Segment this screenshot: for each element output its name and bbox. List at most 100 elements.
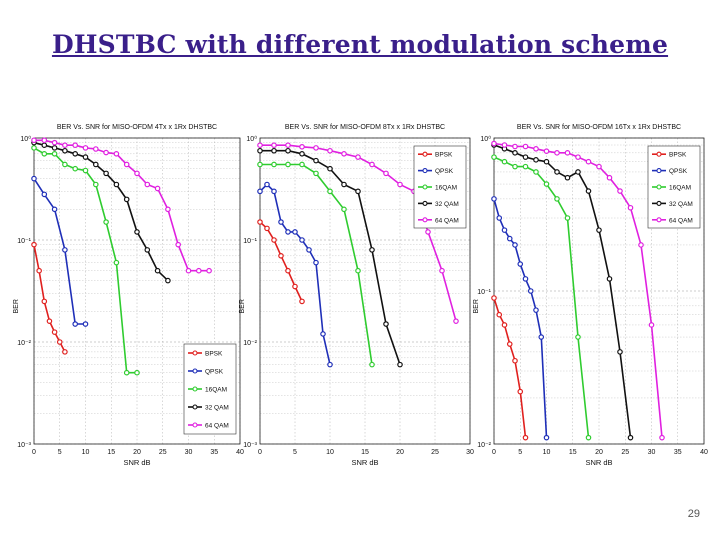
plot-frame (33, 137, 241, 445)
x-tick-label: 0 (32, 449, 36, 456)
legend-swatch-marker (422, 168, 428, 174)
y-tick-label: 10⁻¹ (17, 238, 31, 245)
x-axis-label: SNR dB (123, 458, 150, 467)
data-point (41, 137, 48, 144)
data-point (517, 388, 524, 395)
data-point (554, 196, 560, 202)
legend-swatch-marker (192, 422, 198, 428)
page-number: 29 (687, 508, 700, 520)
chart-title: BER Vs. SNR for MISO-OFDM 8Tx x 1Rx DHST… (285, 124, 445, 131)
data-point (533, 145, 539, 152)
legend-swatch-marker (422, 200, 428, 206)
data-point (606, 174, 613, 181)
data-point (369, 361, 375, 368)
legend-swatch-marker (192, 368, 198, 374)
chart-panel-4tx: BER Vs. SNR for MISO-OFDM 4Tx x 1Rx DHST… (8, 112, 244, 472)
data-point (31, 241, 37, 248)
data-point (355, 267, 361, 274)
data-point (62, 142, 68, 148)
x-axis-label: SNR dB (351, 458, 378, 467)
data-point (355, 154, 361, 160)
data-point (93, 146, 99, 152)
data-point (453, 318, 459, 324)
data-point (627, 204, 634, 211)
legend-entry: 64 QAM (435, 217, 459, 224)
data-point (341, 181, 347, 188)
data-point (543, 158, 550, 165)
data-point (299, 161, 305, 168)
data-point (501, 322, 508, 328)
data-point (617, 349, 623, 355)
data-point (206, 267, 212, 274)
data-point (278, 219, 284, 225)
legend-swatch-marker (656, 200, 662, 206)
x-tick-label: 10 (543, 449, 551, 456)
data-point (397, 361, 403, 368)
x-tick-label: 15 (107, 449, 115, 456)
data-point (103, 149, 109, 156)
data-point (496, 215, 503, 221)
data-point (397, 181, 403, 188)
x-axis-label: SNR dB (585, 458, 612, 467)
y-tick-label: 10⁻² (477, 442, 491, 449)
data-point (512, 242, 518, 248)
legend-entry: QPSK (669, 168, 688, 175)
x-tick-label: 0 (492, 449, 496, 456)
data-point (327, 165, 333, 172)
data-point (41, 142, 48, 148)
data-point (271, 161, 277, 168)
data-point (501, 142, 508, 148)
data-point (313, 170, 319, 177)
data-point (56, 339, 63, 345)
data-point (491, 196, 497, 202)
x-tick-label: 15 (569, 449, 577, 456)
data-point (501, 227, 508, 233)
data-point (617, 188, 623, 194)
data-point (62, 147, 68, 154)
data-point (271, 147, 277, 154)
data-point (285, 161, 291, 168)
data-point (271, 237, 277, 243)
data-point (264, 225, 270, 232)
legend-entry: 64 QAM (205, 423, 229, 430)
x-tick-label: 30 (648, 449, 656, 456)
data-point (506, 235, 513, 242)
slide-title: DHSTBC with different modulation scheme (51, 30, 669, 59)
x-tick-label: 5 (518, 449, 522, 456)
ber-chart-16tx: BER Vs. SNR for MISO-OFDM 16Tx x 1Rx DHS… (473, 124, 708, 467)
data-point (543, 434, 550, 441)
data-point (648, 322, 655, 328)
data-point (257, 142, 263, 148)
y-axis-label: BER (473, 299, 480, 313)
data-point (327, 147, 333, 154)
data-point (543, 181, 550, 187)
plot-frame (493, 137, 705, 445)
data-point (439, 267, 445, 274)
data-point (72, 321, 79, 327)
series-line-2 (493, 156, 590, 438)
y-tick-label: 10⁰ (246, 135, 257, 143)
data-point (285, 267, 291, 274)
data-point (165, 206, 171, 213)
x-tick-label: 40 (700, 449, 708, 456)
data-point (596, 227, 602, 233)
data-point (299, 298, 305, 305)
y-tick-label: 10⁰ (20, 135, 31, 143)
data-point (554, 150, 560, 156)
legend-entry: 32 QAM (435, 201, 459, 208)
data-point (264, 181, 270, 188)
data-point (41, 191, 48, 198)
data-point (185, 267, 192, 274)
data-point (134, 229, 140, 235)
data-point (425, 229, 431, 235)
data-point (103, 219, 109, 225)
data-point (533, 157, 539, 163)
data-point (134, 170, 140, 177)
x-tick-label: 0 (258, 449, 262, 456)
data-point (134, 369, 140, 376)
legend-swatch-marker (422, 184, 428, 190)
legend-entry: BPSK (205, 351, 223, 358)
legend-entry: 32 QAM (669, 201, 693, 208)
y-axis-label: BER (13, 299, 20, 313)
data-point (51, 150, 58, 157)
